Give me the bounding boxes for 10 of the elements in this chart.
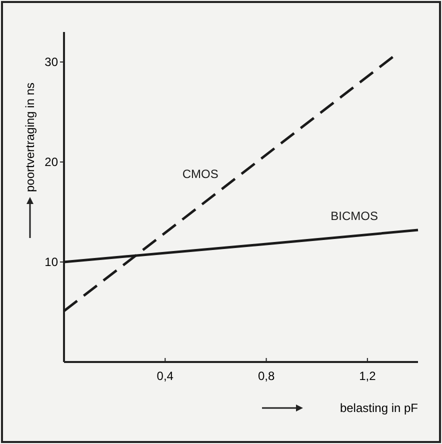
series-label: BICMOS bbox=[330, 209, 378, 223]
series-label: CMOS bbox=[182, 167, 218, 181]
y-axis-title: poortvertraging in ns bbox=[23, 82, 37, 192]
x-tick-label: 0,4 bbox=[156, 369, 174, 383]
x-tick-label: 1,2 bbox=[359, 369, 376, 383]
x-tick-label: 0,8 bbox=[258, 369, 275, 383]
y-tick-label: 30 bbox=[44, 55, 58, 70]
y-tick-label: 20 bbox=[44, 155, 58, 170]
x-axis-title: belasting in pF bbox=[340, 401, 418, 415]
y-tick-label: 10 bbox=[44, 255, 58, 270]
